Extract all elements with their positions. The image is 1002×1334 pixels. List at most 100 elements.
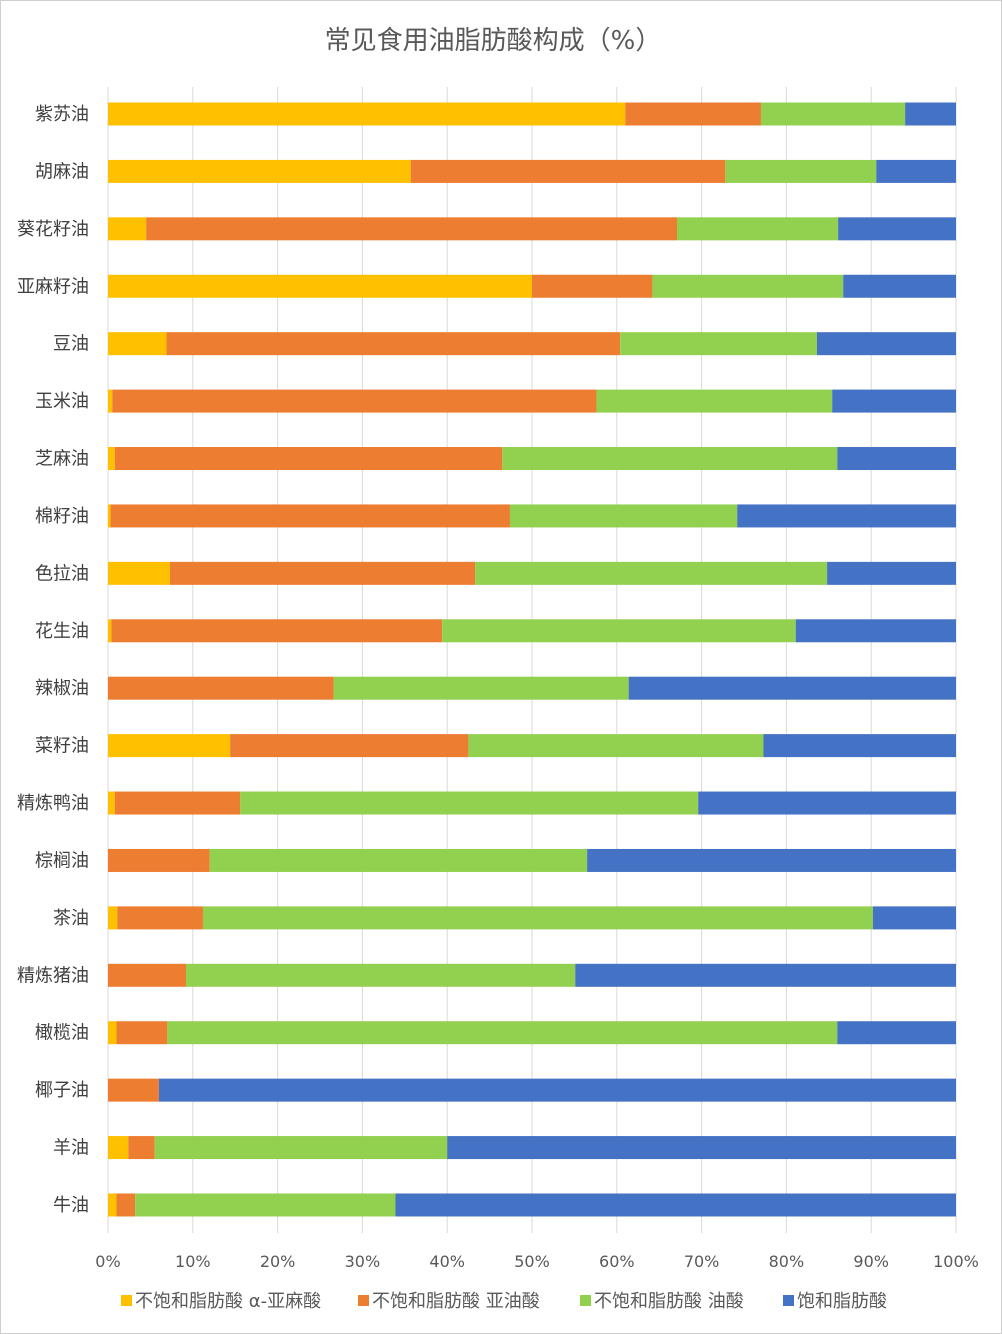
bar-segment-4 xyxy=(158,1078,956,1102)
category-label: 葵花籽油 xyxy=(17,219,89,240)
bar-segment-2 xyxy=(116,1021,168,1045)
bar-segment-1 xyxy=(108,159,411,183)
bar-segment-3 xyxy=(652,274,844,298)
legend-swatch xyxy=(358,1295,369,1306)
gridlines xyxy=(107,87,957,1233)
bar-segment-2 xyxy=(128,1136,155,1160)
bar-segment-1 xyxy=(108,906,118,930)
bar-segment-3 xyxy=(333,676,629,700)
category-label: 菜籽油 xyxy=(35,736,89,757)
legend-swatch xyxy=(121,1295,132,1306)
category-labels: 紫苏油胡麻油葵花籽油亚麻籽油豆油玉米油芝麻油棉籽油色拉油花生油辣椒油菜籽油精炼鸭… xyxy=(17,104,89,1216)
bar-segment-4 xyxy=(447,1136,956,1160)
bar-segment-4 xyxy=(837,1021,956,1045)
x-tick-label: 100% xyxy=(933,1252,979,1271)
bar-segment-2 xyxy=(117,906,203,930)
bar-segment-2 xyxy=(230,734,469,758)
bar-segment-1 xyxy=(108,217,147,241)
bar-segment-2 xyxy=(532,274,653,298)
bar-segment-3 xyxy=(620,332,817,356)
bar-segment-1 xyxy=(108,619,112,643)
category-label: 豆油 xyxy=(53,334,89,355)
bar-segment-3 xyxy=(202,906,873,930)
x-tick-label: 60% xyxy=(599,1252,635,1271)
bar-segment-1 xyxy=(108,102,626,126)
category-label: 精炼猪油 xyxy=(17,965,89,986)
category-label: 橄榄油 xyxy=(35,1023,89,1044)
bar-segment-2 xyxy=(625,102,761,126)
x-tick-label: 30% xyxy=(345,1252,381,1271)
bar-segment-2 xyxy=(108,848,210,872)
bar-segment-4 xyxy=(737,504,956,528)
bar-segment-2 xyxy=(410,159,726,183)
bar-segment-4 xyxy=(838,217,956,241)
bar-segment-4 xyxy=(795,619,956,643)
x-tick-label: 80% xyxy=(769,1252,805,1271)
category-label: 椰子油 xyxy=(35,1080,89,1101)
bar-segment-3 xyxy=(475,561,828,585)
bar-segment-3 xyxy=(186,963,576,987)
bar-segment-3 xyxy=(509,504,738,528)
bar-segment-1 xyxy=(108,389,113,413)
bar-segment-3 xyxy=(502,447,838,471)
bar-segment-1 xyxy=(108,504,111,528)
x-tick-label: 0% xyxy=(95,1252,120,1271)
bar-segment-4 xyxy=(698,791,956,815)
category-label: 紫苏油 xyxy=(35,104,89,125)
category-label: 羊油 xyxy=(53,1138,89,1159)
category-label: 牛油 xyxy=(53,1195,89,1216)
category-label: 花生油 xyxy=(35,621,89,642)
bar-segment-4 xyxy=(905,102,956,126)
category-label: 胡麻油 xyxy=(35,161,89,182)
bar-segment-3 xyxy=(167,1021,838,1045)
bar-segment-3 xyxy=(154,1136,448,1160)
bar-segment-2 xyxy=(116,1193,136,1217)
bar-segment-1 xyxy=(108,274,532,298)
bar-segment-4 xyxy=(843,274,956,298)
bar-segment-1 xyxy=(108,1193,117,1217)
bar-segment-2 xyxy=(112,389,597,413)
bar-segment-3 xyxy=(240,791,699,815)
bar-segment-3 xyxy=(442,619,796,643)
category-label: 芝麻油 xyxy=(35,449,89,470)
bar-segment-3 xyxy=(596,389,833,413)
category-label: 棕榈油 xyxy=(35,850,89,871)
bar-segment-4 xyxy=(837,447,956,471)
bar-segment-4 xyxy=(628,676,956,700)
x-tick-label: 90% xyxy=(853,1252,889,1271)
bar-segment-4 xyxy=(816,332,956,356)
x-axis-tick-labels: 0% 10% 20% 30% 40% 50% 60% 70% 80% 90% 100% xyxy=(95,1252,979,1271)
bar-segment-4 xyxy=(827,561,956,585)
bars xyxy=(108,102,956,1217)
bar-segment-3 xyxy=(760,102,906,126)
bar-segment-4 xyxy=(575,963,956,987)
bar-segment-2 xyxy=(108,676,334,700)
bar-segment-1 xyxy=(108,561,170,585)
bar-segment-1 xyxy=(108,332,167,356)
legend-swatch xyxy=(783,1295,794,1306)
legend-label: 不饱和脂肪酸 α-亚麻酸 xyxy=(135,1291,321,1312)
bar-segment-3 xyxy=(209,848,588,872)
bar-segment-2 xyxy=(108,1078,159,1102)
bar-segment-4 xyxy=(395,1193,956,1217)
x-tick-label: 40% xyxy=(429,1252,465,1271)
legend-swatch xyxy=(580,1295,591,1306)
bar-segment-2 xyxy=(146,217,678,241)
bar-segment-4 xyxy=(872,906,956,930)
legend-label: 不饱和脂肪酸 亚油酸 xyxy=(372,1291,540,1312)
x-tick-label: 10% xyxy=(175,1252,211,1271)
bar-segment-3 xyxy=(135,1193,396,1217)
bar-segment-3 xyxy=(468,734,764,758)
category-label: 玉米油 xyxy=(35,391,89,412)
bar-segment-2 xyxy=(111,619,443,643)
x-tick-label: 20% xyxy=(260,1252,296,1271)
category-label: 亚麻籽油 xyxy=(17,276,89,297)
legend-label: 饱和脂肪酸 xyxy=(797,1291,887,1312)
legend-label: 不饱和脂肪酸 油酸 xyxy=(594,1291,744,1312)
category-label: 辣椒油 xyxy=(35,678,89,699)
category-label: 色拉油 xyxy=(35,563,89,584)
bar-segment-2 xyxy=(108,963,187,987)
category-label: 茶油 xyxy=(53,908,89,929)
bar-segment-1 xyxy=(108,791,115,815)
chart-title: 常见食用油脂肪酸构成（%） xyxy=(325,26,662,56)
